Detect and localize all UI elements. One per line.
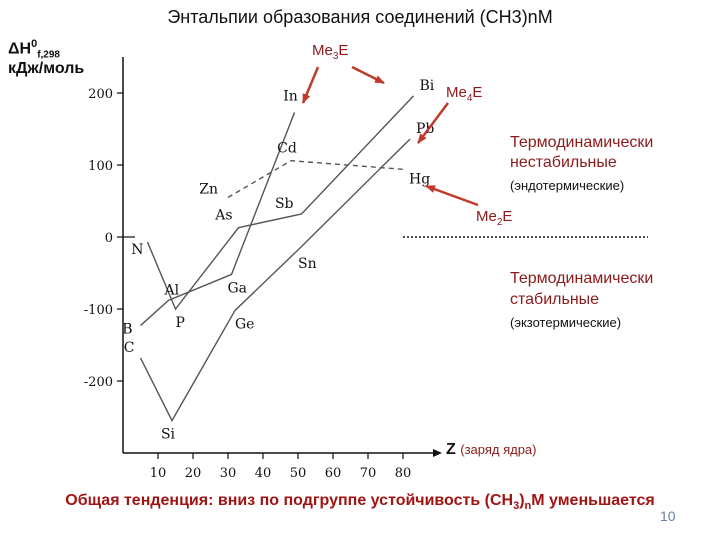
x-tick-label: 50 — [290, 466, 307, 481]
x-tick-label: 40 — [255, 466, 272, 481]
annotation-me2e-base: Me — [476, 208, 497, 225]
x-axis-note: (заряд ядра) — [460, 442, 537, 457]
point-label-c: C — [124, 340, 135, 356]
arrow-me3e-to-bi — [351, 65, 385, 85]
point-label-ge: Ge — [235, 316, 254, 332]
annotation-stable-line3: (экзотермические) — [510, 315, 622, 330]
annotation-me4e-base: Me — [446, 84, 467, 101]
x-tick-label: 70 — [360, 466, 377, 481]
y-tick-label: 0 — [105, 231, 113, 246]
y-tick-label: 200 — [88, 87, 113, 102]
footer-text-end: M уменьшается — [531, 492, 655, 509]
annotation-unstable-line3: (эндотермические) — [510, 178, 625, 193]
footer-note: Общая тенденция: вниз по подгруппе устой… — [0, 492, 720, 512]
point-label-n: N — [131, 242, 143, 258]
point-label-hg: Hg — [409, 171, 430, 187]
point-label-si: Si — [161, 427, 176, 443]
annotation-unstable-line2: нестабильные — [510, 154, 617, 171]
annotation-me3e: Me3E — [312, 42, 348, 62]
arrow-me3e-to-in — [301, 66, 320, 104]
point-label-as: As — [214, 208, 232, 224]
x-axis-symbol: Z — [446, 441, 456, 458]
footer-text-start: Общая тенденция: вниз по подгруппе устой… — [65, 492, 514, 509]
point-label-zn: Zn — [199, 181, 218, 197]
x-axis-arrowhead — [433, 449, 442, 457]
series-line — [139, 138, 411, 423]
annotation-me2e-sub: 2 — [496, 217, 503, 228]
annotation-me4e-sub: 4 — [466, 93, 473, 104]
annotation-stable-line1: Термодинамически — [510, 270, 654, 287]
point-label-sb: Sb — [275, 196, 294, 212]
chart-title: Энтальпии образования соединений (CH3)nM — [167, 7, 553, 27]
annotation-me4e-end: E — [472, 84, 483, 101]
x-tick-label: 10 — [150, 466, 167, 481]
point-label-al: Al — [164, 282, 180, 298]
x-tick-label: 20 — [185, 466, 202, 481]
point-label-bi: Bi — [420, 78, 435, 94]
point-label-sn: Sn — [298, 256, 317, 272]
y-axis-superscript: 0 — [31, 38, 38, 50]
annotation-me2e: Me2E — [476, 208, 512, 228]
annotation-me3e-sub: 3 — [332, 51, 339, 62]
y-axis-label: ΔH0f,298 — [8, 38, 60, 61]
series-line — [140, 112, 296, 327]
arrow-me4e-to-pb — [417, 102, 449, 144]
y-axis-subscript: f,298 — [37, 49, 60, 61]
point-label-cd: Cd — [277, 141, 297, 157]
annotation-stable-line2: стабильные — [510, 291, 600, 308]
page-number: 10 — [660, 508, 676, 524]
point-label-ga: Ga — [228, 280, 248, 296]
footer-sub-n: n — [524, 500, 532, 513]
annotation-me3e-base: Me — [312, 42, 333, 59]
arrow-me2e-to-hg — [425, 184, 479, 207]
series-line — [227, 159, 404, 199]
annotation-me3e-end: E — [338, 42, 349, 59]
x-tick-label: 30 — [220, 466, 237, 481]
y-tick-label: -200 — [84, 375, 113, 390]
y-axis-symbol: ΔH — [8, 40, 32, 58]
y-axis-units: кДж/моль — [8, 60, 85, 77]
point-label-pb: Pb — [416, 121, 434, 137]
y-tick-label: 100 — [88, 159, 113, 174]
x-tick-label: 80 — [395, 466, 412, 481]
annotation-unstable-line1: Термодинамически — [510, 134, 654, 151]
series-line — [146, 95, 415, 311]
annotation-me4e: Me4E — [446, 84, 482, 104]
x-tick-label: 60 — [325, 466, 342, 481]
y-tick-label: -100 — [84, 303, 113, 318]
footer-sub-3: 3 — [513, 500, 520, 513]
point-label-in: In — [283, 88, 298, 104]
footer-text-mid: ) — [519, 492, 525, 509]
annotation-me2e-end: E — [502, 208, 513, 225]
point-label-b: B — [122, 322, 132, 338]
x-axis-label: Z (заряд ядра) — [446, 441, 537, 459]
point-label-p: P — [176, 315, 185, 331]
